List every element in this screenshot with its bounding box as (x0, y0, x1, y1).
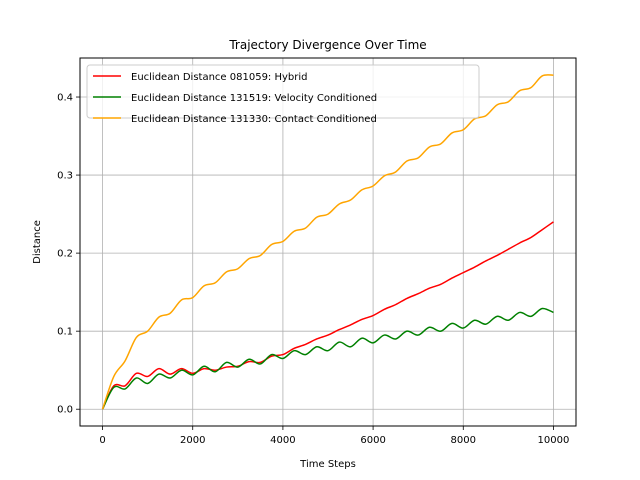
legend-label-contact-conditioned: Euclidean Distance 131330: Contact Condi… (131, 114, 377, 125)
legend-label-velocity-conditioned: Euclidean Distance 131519: Velocity Cond… (131, 93, 377, 104)
x-tick-label: 10000 (538, 435, 570, 446)
x-tick-label: 8000 (451, 435, 476, 446)
x-axis-label: Time Steps (299, 459, 356, 470)
x-tick-label: 6000 (360, 435, 385, 446)
y-tick-label: 0.0 (57, 405, 73, 416)
x-tick-label: 0 (99, 435, 105, 446)
legend-box (86, 64, 480, 119)
legend: Euclidean Distance 081059: Hybrid Euclid… (86, 64, 480, 125)
legend-label-hybrid: Euclidean Distance 081059: Hybrid (131, 72, 308, 83)
chart-title: Trajectory Divergence Over Time (228, 38, 426, 52)
y-tick-label: 0.2 (57, 249, 73, 260)
y-ticks: 0.0 0.1 0.2 0.3 0.4 (57, 93, 80, 416)
series-line-hybrid (101, 221, 554, 410)
y-axis-label: Distance (32, 220, 43, 264)
x-tick-label: 4000 (270, 435, 295, 446)
y-tick-label: 0.4 (57, 93, 73, 104)
y-tick-label: 0.1 (57, 327, 73, 338)
x-tick-label: 2000 (180, 435, 205, 446)
series-line-velocity-conditioned (101, 307, 554, 410)
plot-frame (79, 57, 577, 427)
y-tick-label: 0.3 (57, 171, 73, 182)
x-ticks: 0 2000 4000 6000 8000 10000 (99, 426, 569, 446)
